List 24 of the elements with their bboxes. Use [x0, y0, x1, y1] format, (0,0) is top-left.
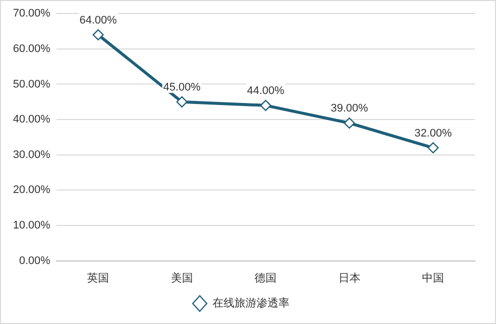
y-tick-label: 30.00%	[12, 148, 51, 161]
data-label: 45.00%	[163, 81, 201, 94]
y-tick-label: 50.00%	[12, 78, 51, 90]
y-tick-label: 60.00%	[12, 42, 51, 55]
x-tick-label: 中国	[422, 271, 444, 284]
x-tick-label: 美国	[170, 271, 193, 284]
data-label: 32.00%	[414, 127, 452, 140]
x-tick-label: 德国	[254, 272, 277, 284]
data-label: 44.00%	[247, 84, 285, 97]
y-tick-label: 0.00%	[19, 254, 51, 267]
y-tick-label: 10.00%	[12, 220, 51, 232]
x-tick-label: 日本	[338, 271, 360, 284]
x-tick-label: 英国	[87, 271, 110, 284]
point	[344, 117, 355, 129]
legend-label: 在线旅游渗透率	[212, 296, 290, 310]
point	[428, 142, 439, 154]
y-tick-label: 20.00%	[12, 184, 51, 196]
point	[92, 29, 104, 40]
data-label: 64.00%	[80, 14, 118, 26]
y-tick-label: 40.00%	[12, 114, 51, 126]
data-label: 39.00%	[330, 102, 368, 115]
point	[260, 100, 272, 112]
point	[176, 96, 188, 108]
y-tick-label: 70.00%	[12, 8, 51, 20]
